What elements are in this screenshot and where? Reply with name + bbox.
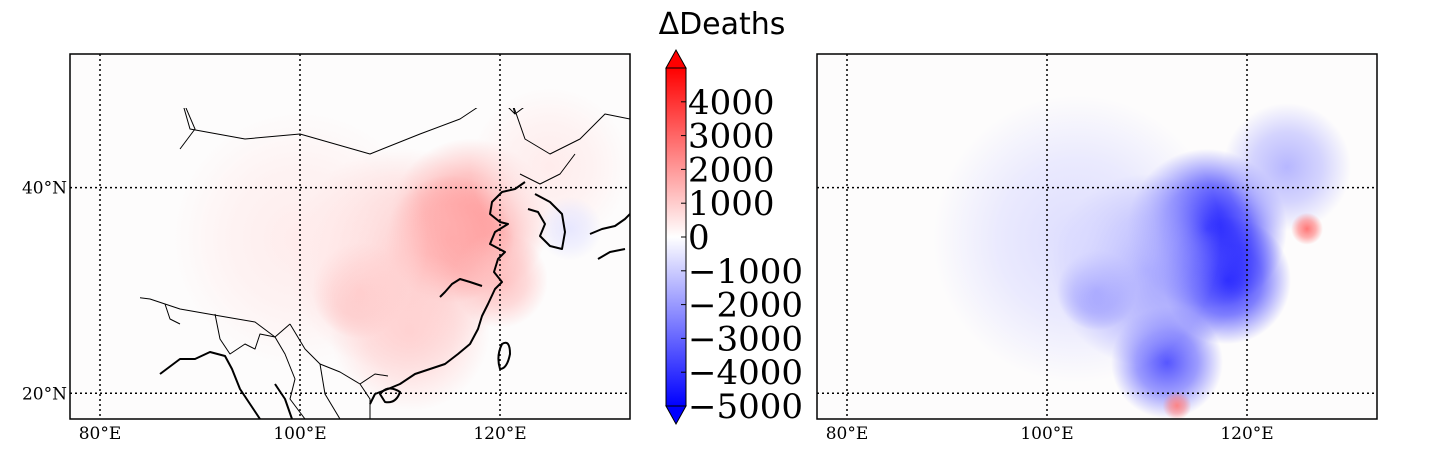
left-map-panel: 80°E 100°E 120°E 40°N 20°N [22, 53, 631, 444]
colorbar-title: ΔDeaths [659, 7, 786, 42]
lon-tick-label: 100°E [273, 424, 326, 444]
heatmap-blob [538, 196, 602, 261]
lat-tick-label: 20°N [22, 384, 67, 404]
colorbar-tick-label: 0 [688, 218, 710, 258]
lon-tick-label: 120°E [1220, 424, 1273, 444]
lon-tick-label: 80°E [826, 424, 869, 444]
lon-tick-label: 80°E [79, 424, 122, 444]
colorbar-tick-label: 2000 [688, 150, 775, 190]
lat-tick-label: 40°N [22, 179, 67, 199]
colorbar-tick-label: −1000 [688, 252, 803, 292]
lon-tick-label: 120°E [473, 424, 526, 444]
colorbar-gradient [666, 68, 686, 406]
colorbar-extend-min [665, 405, 687, 426]
map-frame [69, 53, 631, 420]
colorbar-tick-label: −3000 [688, 319, 803, 359]
heatmap-blob [933, 95, 1221, 384]
heatmap-blob [1223, 103, 1351, 232]
colorbar-tick-label: 1000 [688, 184, 775, 224]
colorbar-extend-max [665, 48, 687, 69]
colorbar-tick-label: 3000 [688, 117, 775, 157]
right-map-panel: 80°E 100°E 120°E [816, 53, 1378, 444]
colorbar-tick-label: −5000 [688, 387, 803, 427]
heatmap-blob [1291, 212, 1323, 245]
map-frame [816, 53, 1378, 420]
heatmap-blob [1162, 391, 1192, 419]
lon-tick-label: 100°E [1020, 424, 1073, 444]
colorbar: 40003000200010000−1000−2000−3000−4000−50… [665, 48, 803, 427]
colorbar-tick-label: 4000 [688, 83, 775, 123]
colorbar-tick-label: −2000 [688, 286, 803, 326]
colorbar-tick-label: −4000 [688, 353, 803, 393]
heatmap-layer [933, 95, 1351, 419]
